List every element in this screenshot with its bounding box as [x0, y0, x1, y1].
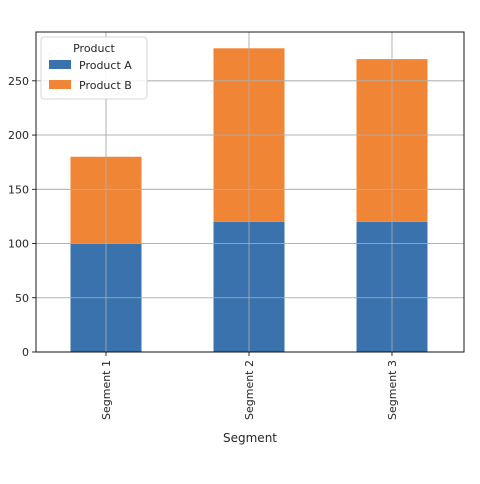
- legend-swatch: [49, 60, 71, 69]
- plot-frame: [35, 31, 465, 353]
- legend-title: Product: [73, 42, 115, 55]
- x-axis-label: Segment: [223, 431, 277, 445]
- y-tick-label: 150: [8, 183, 29, 196]
- x-tick-label: Segment 3: [386, 360, 399, 420]
- y-tick-label: 200: [8, 129, 29, 142]
- legend: Product Product A Product B: [40, 36, 148, 100]
- legend-entry: Product A: [79, 59, 132, 72]
- axes: 0 50 100 150 200 250 Segment 1 Segment 2 Segment…: [8, 75, 399, 420]
- y-tick-label: 250: [8, 75, 29, 88]
- legend-swatch: [49, 80, 71, 89]
- legend-entry: Product B: [79, 79, 132, 92]
- x-tick-label: Segment 1: [100, 360, 113, 420]
- bars: [36, 32, 464, 353]
- x-tick-label: Segment 2: [243, 360, 256, 420]
- y-tick-label: 100: [8, 238, 29, 251]
- y-tick-label: 0: [22, 346, 29, 359]
- y-tick-label: 50: [15, 292, 29, 305]
